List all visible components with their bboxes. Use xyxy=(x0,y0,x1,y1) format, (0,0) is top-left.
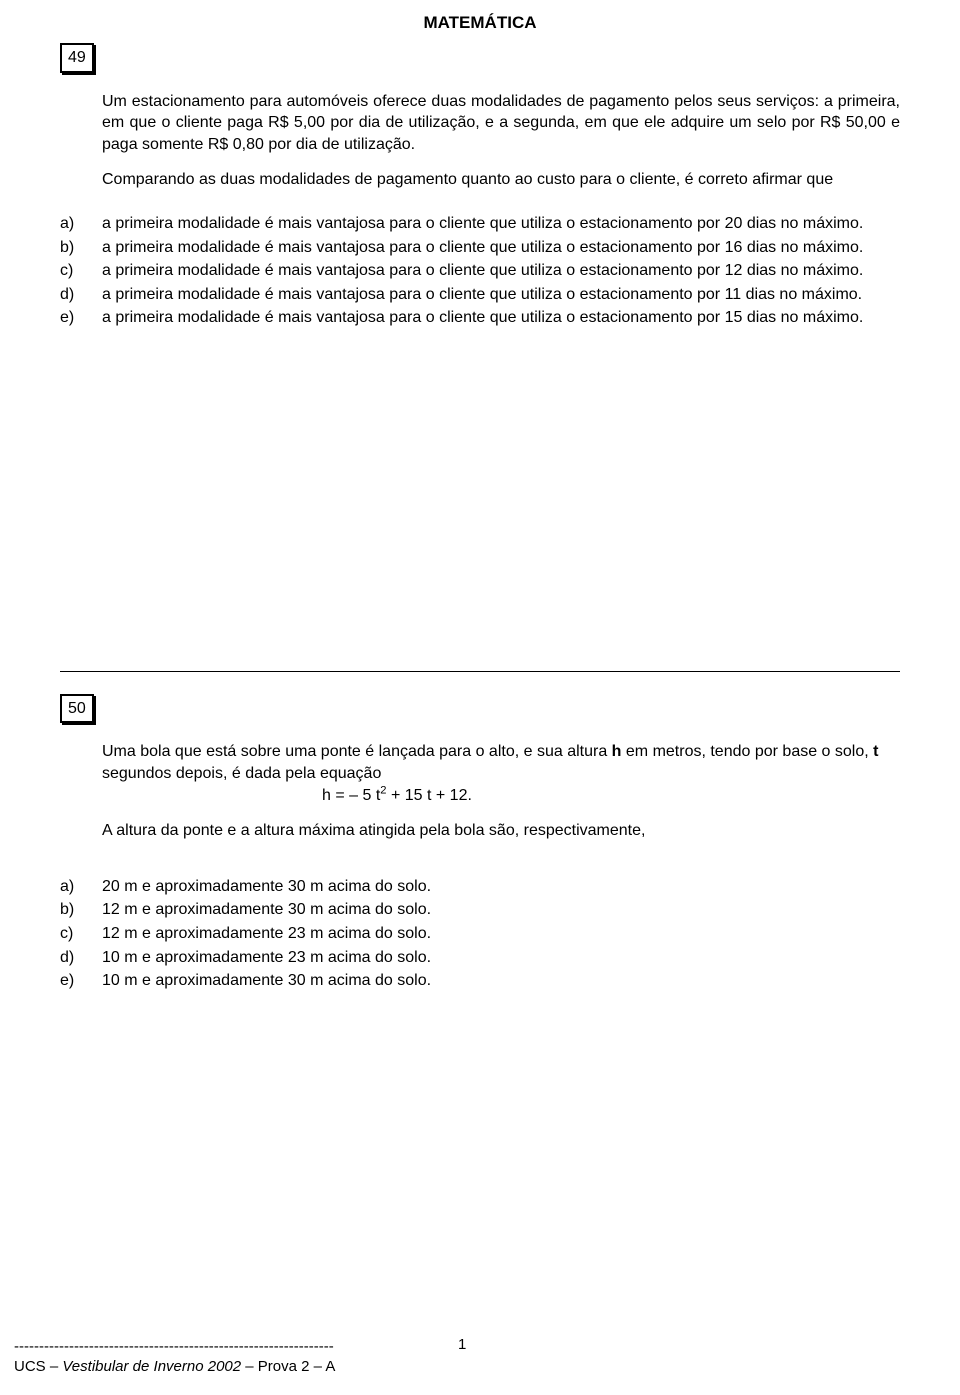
option-text: 12 m e aproximadamente 23 m acima do sol… xyxy=(102,923,900,945)
option-c: c) 12 m e aproximadamente 23 m acima do … xyxy=(60,923,900,945)
stem-paragraph: Um estacionamento para automóveis oferec… xyxy=(102,91,900,156)
variable-h: h xyxy=(612,743,622,760)
option-d: d) a primeira modalidade é mais vantajos… xyxy=(60,284,900,306)
question-49: 49 Um estacionamento para automóveis ofe… xyxy=(60,43,900,329)
option-b: b) a primeira modalidade é mais vantajos… xyxy=(60,237,900,259)
option-text: a primeira modalidade é mais vantajosa p… xyxy=(102,213,900,235)
option-d: d) 10 m e aproximadamente 23 m acima do … xyxy=(60,947,900,969)
option-text: a primeira modalidade é mais vantajosa p… xyxy=(102,284,900,306)
eq-rhs: 5 t xyxy=(358,787,380,804)
stem-text: em metros, tendo por base o solo, xyxy=(621,743,873,760)
stem-text: Uma bola que está sobre uma ponte é lanç… xyxy=(102,743,612,760)
option-text: a primeira modalidade é mais vantajosa p… xyxy=(102,260,900,282)
option-a: a) 20 m e aproximadamente 30 m acima do … xyxy=(60,876,900,898)
page-title: MATEMÁTICA xyxy=(60,12,900,35)
option-b: b) 12 m e aproximadamente 30 m acima do … xyxy=(60,899,900,921)
question-stem: Um estacionamento para automóveis oferec… xyxy=(102,91,900,191)
option-letter: b) xyxy=(60,899,102,921)
question-number-box: 50 xyxy=(60,694,94,724)
footer-source: UCS – Vestibular de Inverno 2002 – Prova… xyxy=(14,1357,454,1377)
option-letter: d) xyxy=(60,284,102,306)
question-separator xyxy=(60,671,900,672)
stem-text: segundos depois, é dada pela equação xyxy=(102,765,381,782)
footer-dashes: ----------------------------------------… xyxy=(14,1337,454,1357)
option-text: a primeira modalidade é mais vantajosa p… xyxy=(102,237,900,259)
option-letter: e) xyxy=(60,970,102,992)
option-text: 20 m e aproximadamente 30 m acima do sol… xyxy=(102,876,900,898)
option-letter: c) xyxy=(60,260,102,282)
option-e: e) 10 m e aproximadamente 30 m acima do … xyxy=(60,970,900,992)
question-number-box: 49 xyxy=(60,43,94,73)
question-50: 50 Uma bola que está sobre uma ponte é l… xyxy=(60,694,900,992)
option-a: a) a primeira modalidade é mais vantajos… xyxy=(60,213,900,235)
stem-paragraph: Comparando as duas modalidades de pagame… xyxy=(102,169,900,191)
option-text: 10 m e aproximadamente 30 m acima do sol… xyxy=(102,970,900,992)
option-text: 12 m e aproximadamente 30 m acima do sol… xyxy=(102,899,900,921)
footer-exam-name: Vestibular de Inverno 2002 xyxy=(62,1358,241,1375)
option-letter: a) xyxy=(60,876,102,898)
option-letter: e) xyxy=(60,307,102,329)
eq-tail: + 15 t + 12. xyxy=(387,787,472,804)
option-text: 10 m e aproximadamente 23 m acima do sol… xyxy=(102,947,900,969)
options-list: a) 20 m e aproximadamente 30 m acima do … xyxy=(60,876,900,992)
option-letter: d) xyxy=(60,947,102,969)
option-letter: a) xyxy=(60,213,102,235)
page-number: 1 xyxy=(458,1335,466,1355)
stem-paragraph: A altura da ponte e a altura máxima atin… xyxy=(102,820,900,842)
option-letter: c) xyxy=(60,923,102,945)
variable-t: t xyxy=(873,743,878,760)
question-stem: Uma bola que está sobre uma ponte é lanç… xyxy=(102,741,900,841)
equation: h = – 5 t2 + 15 t + 12. xyxy=(102,785,900,807)
option-letter: b) xyxy=(60,237,102,259)
stem-paragraph: Uma bola que está sobre uma ponte é lanç… xyxy=(102,741,900,784)
page-footer: ----------------------------------------… xyxy=(14,1337,900,1378)
vertical-spacer xyxy=(60,331,900,671)
options-list: a) a primeira modalidade é mais vantajos… xyxy=(60,213,900,329)
footer-suffix: – Prova 2 – A xyxy=(241,1358,335,1375)
eq-lhs: h = xyxy=(322,787,349,804)
option-text: a primeira modalidade é mais vantajosa p… xyxy=(102,307,900,329)
option-c: c) a primeira modalidade é mais vantajos… xyxy=(60,260,900,282)
footer-prefix: UCS – xyxy=(14,1358,62,1375)
option-e: e) a primeira modalidade é mais vantajos… xyxy=(60,307,900,329)
